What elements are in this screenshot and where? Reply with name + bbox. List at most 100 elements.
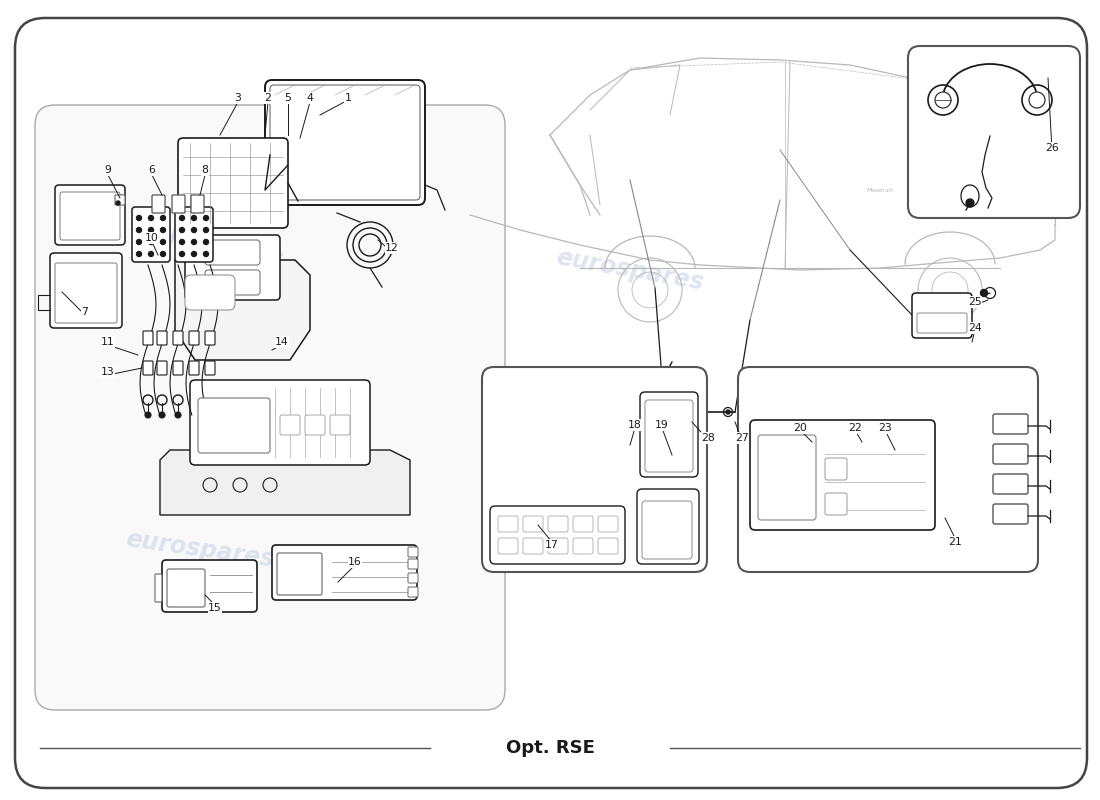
Circle shape xyxy=(148,227,154,233)
FancyBboxPatch shape xyxy=(498,516,518,532)
Text: 1: 1 xyxy=(344,93,351,103)
Circle shape xyxy=(148,215,154,221)
FancyBboxPatch shape xyxy=(640,392,698,477)
Circle shape xyxy=(191,251,197,257)
FancyBboxPatch shape xyxy=(157,361,167,375)
FancyBboxPatch shape xyxy=(993,474,1028,494)
FancyBboxPatch shape xyxy=(408,559,418,569)
FancyBboxPatch shape xyxy=(738,367,1038,572)
FancyBboxPatch shape xyxy=(498,538,518,554)
Text: 21: 21 xyxy=(948,537,961,547)
Text: 28: 28 xyxy=(701,433,715,443)
FancyBboxPatch shape xyxy=(132,207,170,262)
Circle shape xyxy=(726,410,730,414)
FancyBboxPatch shape xyxy=(912,293,972,338)
Circle shape xyxy=(161,227,165,233)
FancyBboxPatch shape xyxy=(598,538,618,554)
FancyBboxPatch shape xyxy=(185,275,235,310)
FancyBboxPatch shape xyxy=(758,435,816,520)
Text: 3: 3 xyxy=(234,93,241,103)
Text: 27: 27 xyxy=(735,433,749,443)
FancyBboxPatch shape xyxy=(548,516,568,532)
FancyBboxPatch shape xyxy=(825,493,847,515)
Circle shape xyxy=(136,227,142,233)
FancyBboxPatch shape xyxy=(598,516,618,532)
Circle shape xyxy=(966,199,974,207)
FancyBboxPatch shape xyxy=(522,516,543,532)
FancyBboxPatch shape xyxy=(143,361,153,375)
Text: 17: 17 xyxy=(546,540,559,550)
Circle shape xyxy=(179,227,185,233)
Text: 19: 19 xyxy=(656,420,669,430)
Polygon shape xyxy=(175,260,310,360)
FancyBboxPatch shape xyxy=(908,46,1080,218)
Text: 9: 9 xyxy=(104,165,111,175)
FancyBboxPatch shape xyxy=(190,380,370,465)
Text: 6: 6 xyxy=(148,165,155,175)
FancyBboxPatch shape xyxy=(167,569,205,607)
Text: 5: 5 xyxy=(285,93,292,103)
Text: 2: 2 xyxy=(265,93,272,103)
FancyBboxPatch shape xyxy=(155,574,162,602)
Text: eurospares: eurospares xyxy=(134,218,286,272)
Text: eurospares: eurospares xyxy=(554,478,706,522)
Circle shape xyxy=(191,227,197,233)
FancyBboxPatch shape xyxy=(490,506,625,564)
FancyBboxPatch shape xyxy=(205,240,260,265)
Circle shape xyxy=(204,251,209,257)
Text: 12: 12 xyxy=(385,243,399,253)
FancyBboxPatch shape xyxy=(573,538,593,554)
Text: 18: 18 xyxy=(628,420,642,430)
FancyBboxPatch shape xyxy=(35,105,505,710)
Text: 16: 16 xyxy=(348,557,362,567)
Circle shape xyxy=(204,239,209,245)
FancyBboxPatch shape xyxy=(15,18,1087,788)
FancyBboxPatch shape xyxy=(205,270,260,295)
Text: Maserati: Maserati xyxy=(867,187,893,193)
FancyBboxPatch shape xyxy=(993,414,1028,434)
Circle shape xyxy=(148,251,154,257)
Circle shape xyxy=(175,412,182,418)
Circle shape xyxy=(136,239,142,245)
FancyBboxPatch shape xyxy=(189,361,199,375)
Text: 7: 7 xyxy=(81,307,88,317)
Circle shape xyxy=(191,215,197,221)
FancyBboxPatch shape xyxy=(185,235,280,300)
Text: eurospares: eurospares xyxy=(124,528,276,572)
Circle shape xyxy=(161,251,165,257)
Circle shape xyxy=(161,215,165,221)
FancyBboxPatch shape xyxy=(270,85,420,200)
Text: 25: 25 xyxy=(968,297,982,307)
FancyBboxPatch shape xyxy=(55,185,125,245)
FancyBboxPatch shape xyxy=(189,331,199,345)
Text: 14: 14 xyxy=(275,337,289,347)
FancyBboxPatch shape xyxy=(198,398,270,453)
FancyBboxPatch shape xyxy=(993,444,1028,464)
FancyBboxPatch shape xyxy=(175,207,213,262)
FancyBboxPatch shape xyxy=(152,195,165,213)
Circle shape xyxy=(179,215,185,221)
Circle shape xyxy=(160,412,165,418)
FancyBboxPatch shape xyxy=(305,415,324,435)
FancyBboxPatch shape xyxy=(173,361,183,375)
Text: 15: 15 xyxy=(208,603,222,613)
FancyBboxPatch shape xyxy=(55,263,117,323)
FancyBboxPatch shape xyxy=(825,458,847,480)
FancyBboxPatch shape xyxy=(116,195,125,205)
FancyBboxPatch shape xyxy=(637,489,698,564)
FancyBboxPatch shape xyxy=(277,553,322,595)
FancyBboxPatch shape xyxy=(205,361,214,375)
FancyBboxPatch shape xyxy=(157,331,167,345)
Circle shape xyxy=(136,215,142,221)
FancyBboxPatch shape xyxy=(522,538,543,554)
FancyBboxPatch shape xyxy=(60,192,120,240)
Text: eurospares: eurospares xyxy=(554,246,706,294)
FancyBboxPatch shape xyxy=(330,415,350,435)
FancyBboxPatch shape xyxy=(162,560,257,612)
FancyBboxPatch shape xyxy=(173,331,183,345)
FancyBboxPatch shape xyxy=(482,367,707,572)
Text: 26: 26 xyxy=(1045,143,1059,153)
FancyBboxPatch shape xyxy=(408,587,418,597)
Text: 8: 8 xyxy=(201,165,208,175)
Circle shape xyxy=(980,290,988,297)
